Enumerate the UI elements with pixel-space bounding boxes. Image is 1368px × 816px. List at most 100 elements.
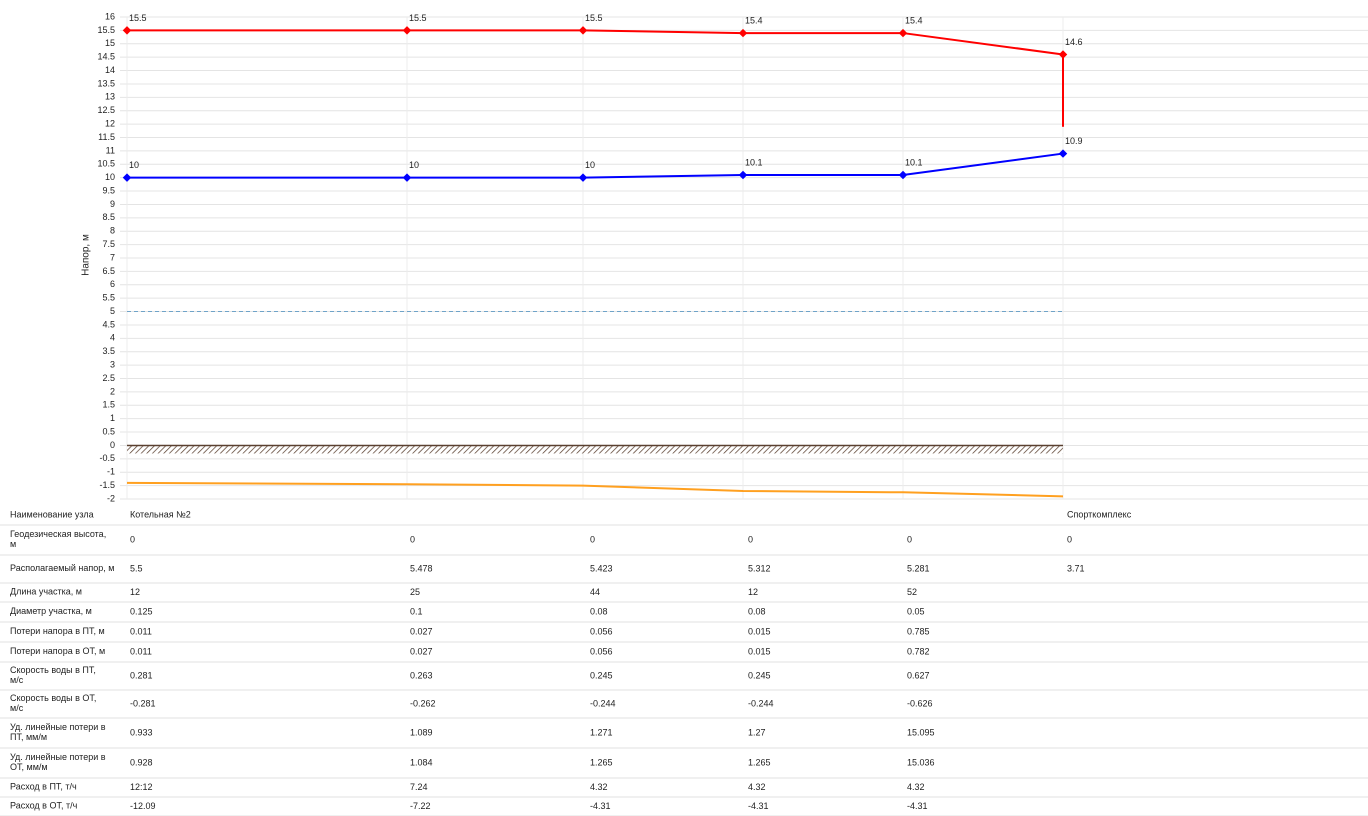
table-cell: 5.478 bbox=[410, 563, 433, 573]
table-cell: 0 bbox=[410, 534, 415, 544]
point bbox=[578, 26, 588, 35]
table-cell: 4.32 bbox=[907, 782, 925, 792]
table-cell: 0.245 bbox=[590, 670, 613, 680]
table-cell: 0.1 bbox=[410, 606, 423, 616]
table-cell: 5.423 bbox=[590, 563, 613, 573]
table-cell: 25 bbox=[410, 587, 420, 597]
y-tick-label: 15 bbox=[105, 38, 115, 48]
table-cell: 0.015 bbox=[748, 626, 771, 636]
data-label: 10 bbox=[585, 160, 595, 170]
y-tick-label: 11.5 bbox=[98, 132, 115, 142]
table-cell: 44 bbox=[590, 587, 600, 597]
y-tick-label: 14 bbox=[105, 65, 115, 75]
table-cell: 0.125 bbox=[130, 606, 153, 616]
table-cell: -0.244 bbox=[590, 698, 616, 708]
data-label: 10.9 bbox=[1065, 136, 1083, 146]
row-label: Потери напора в ПТ, м bbox=[10, 626, 105, 636]
y-tick-label: 12 bbox=[105, 118, 115, 128]
table-cell: 0.011 bbox=[130, 646, 152, 656]
table-cell: -0.626 bbox=[907, 698, 933, 708]
row-label: Геодезическая высота, м bbox=[10, 529, 106, 549]
table-cell: -4.31 bbox=[907, 801, 928, 811]
y-tick-label: 7.5 bbox=[102, 239, 115, 249]
y-axis-label: Напор, м bbox=[81, 234, 92, 276]
y-tick-label: 9.5 bbox=[102, 185, 115, 195]
table-cell: 0 bbox=[590, 534, 595, 544]
data-label: 15.5 bbox=[129, 13, 147, 23]
y-tick-label: 8 bbox=[110, 226, 115, 236]
table-cell: 0.782 bbox=[907, 646, 930, 656]
table-cell: 0.928 bbox=[130, 757, 153, 767]
point bbox=[402, 173, 412, 182]
table-cell: 0.015 bbox=[748, 646, 771, 656]
table-cell: 5.5 bbox=[130, 563, 143, 573]
y-tick-label: 4 bbox=[110, 333, 115, 343]
table-cell: 3.71 bbox=[1067, 563, 1085, 573]
y-tick-label: 2.5 bbox=[102, 373, 115, 383]
data-label: 15.5 bbox=[409, 13, 427, 23]
y-tick-label: 0 bbox=[110, 440, 115, 450]
table-cell: 0.245 bbox=[748, 670, 771, 680]
table-cell: -0.262 bbox=[410, 698, 436, 708]
table-cell: 0 bbox=[748, 534, 753, 544]
table-cell: -12.09 bbox=[130, 801, 156, 811]
table-cell: 0.263 bbox=[410, 670, 433, 680]
data-label: 10 bbox=[129, 160, 139, 170]
data-label: 14.6 bbox=[1065, 37, 1083, 47]
y-tick-label: -0.5 bbox=[99, 453, 115, 463]
point bbox=[122, 173, 132, 182]
y-tick-label: 10 bbox=[105, 172, 115, 182]
data-label: 15.4 bbox=[745, 15, 763, 25]
data-label: 15.5 bbox=[585, 13, 603, 23]
data-label: 10 bbox=[409, 160, 419, 170]
y-tick-label: 11 bbox=[106, 145, 115, 155]
table-cell: 5.312 bbox=[748, 563, 771, 573]
node-name: Котельная №2 bbox=[130, 509, 191, 519]
series-line bbox=[126, 481, 1064, 498]
y-tick-label: 2 bbox=[110, 386, 115, 396]
table-cell: -0.281 bbox=[130, 698, 156, 708]
point bbox=[122, 26, 132, 35]
table-cell: 7.24 bbox=[410, 782, 428, 792]
y-tick-label: 5.5 bbox=[102, 293, 115, 303]
row-label: Уд. линейные потери в ОТ, мм/м bbox=[10, 752, 106, 772]
table-cell: 12 bbox=[130, 587, 140, 597]
table-cell: 0.08 bbox=[590, 606, 608, 616]
table-cell: 0.027 bbox=[410, 626, 433, 636]
y-tick-label: -2 bbox=[107, 493, 115, 503]
y-tick-label: 0.5 bbox=[102, 426, 115, 436]
table-cell: 1.265 bbox=[748, 757, 771, 767]
y-tick-label: 7 bbox=[110, 252, 115, 262]
table-cell: 4.32 bbox=[590, 782, 608, 792]
y-tick-label: 1.5 bbox=[102, 400, 115, 410]
row-label: Скорость воды в ОТ, м/с bbox=[10, 693, 96, 713]
table-cell: 1.271 bbox=[590, 727, 613, 737]
data-label: 10.1 bbox=[905, 157, 923, 167]
table-cell: 12 bbox=[748, 587, 758, 597]
table-cell: -7.22 bbox=[410, 801, 431, 811]
ground-hatch bbox=[127, 445, 1063, 454]
y-tick-label: 1 bbox=[110, 413, 115, 423]
table-cell: 0.785 bbox=[907, 626, 930, 636]
table-cell: -4.31 bbox=[590, 801, 611, 811]
table-cell: 0 bbox=[907, 534, 912, 544]
y-tick-label: 9 bbox=[110, 199, 115, 209]
data-label: 10.1 bbox=[745, 157, 763, 167]
table-cell: 0.011 bbox=[130, 626, 152, 636]
y-tick-label: 3 bbox=[110, 359, 115, 369]
table-cell: 4.32 bbox=[748, 782, 766, 792]
table-cell: 1.089 bbox=[410, 727, 433, 737]
row-label: Диаметр участка, м bbox=[10, 606, 92, 616]
data-label: 15.4 bbox=[905, 15, 923, 25]
table-cell: 0.027 bbox=[410, 646, 433, 656]
row-label: Потери напора в ОТ, м bbox=[10, 646, 105, 656]
table-cell: 0.056 bbox=[590, 646, 613, 656]
table-cell: 1.084 bbox=[410, 757, 433, 767]
node-name: Спорткомплекс bbox=[1067, 509, 1132, 519]
y-tick-label: 5 bbox=[110, 306, 115, 316]
table-cell: 0.05 bbox=[907, 606, 925, 616]
y-tick-label: 8.5 bbox=[102, 212, 115, 222]
table-cell: 0.933 bbox=[130, 727, 153, 737]
y-tick-label: 12.5 bbox=[97, 105, 115, 115]
